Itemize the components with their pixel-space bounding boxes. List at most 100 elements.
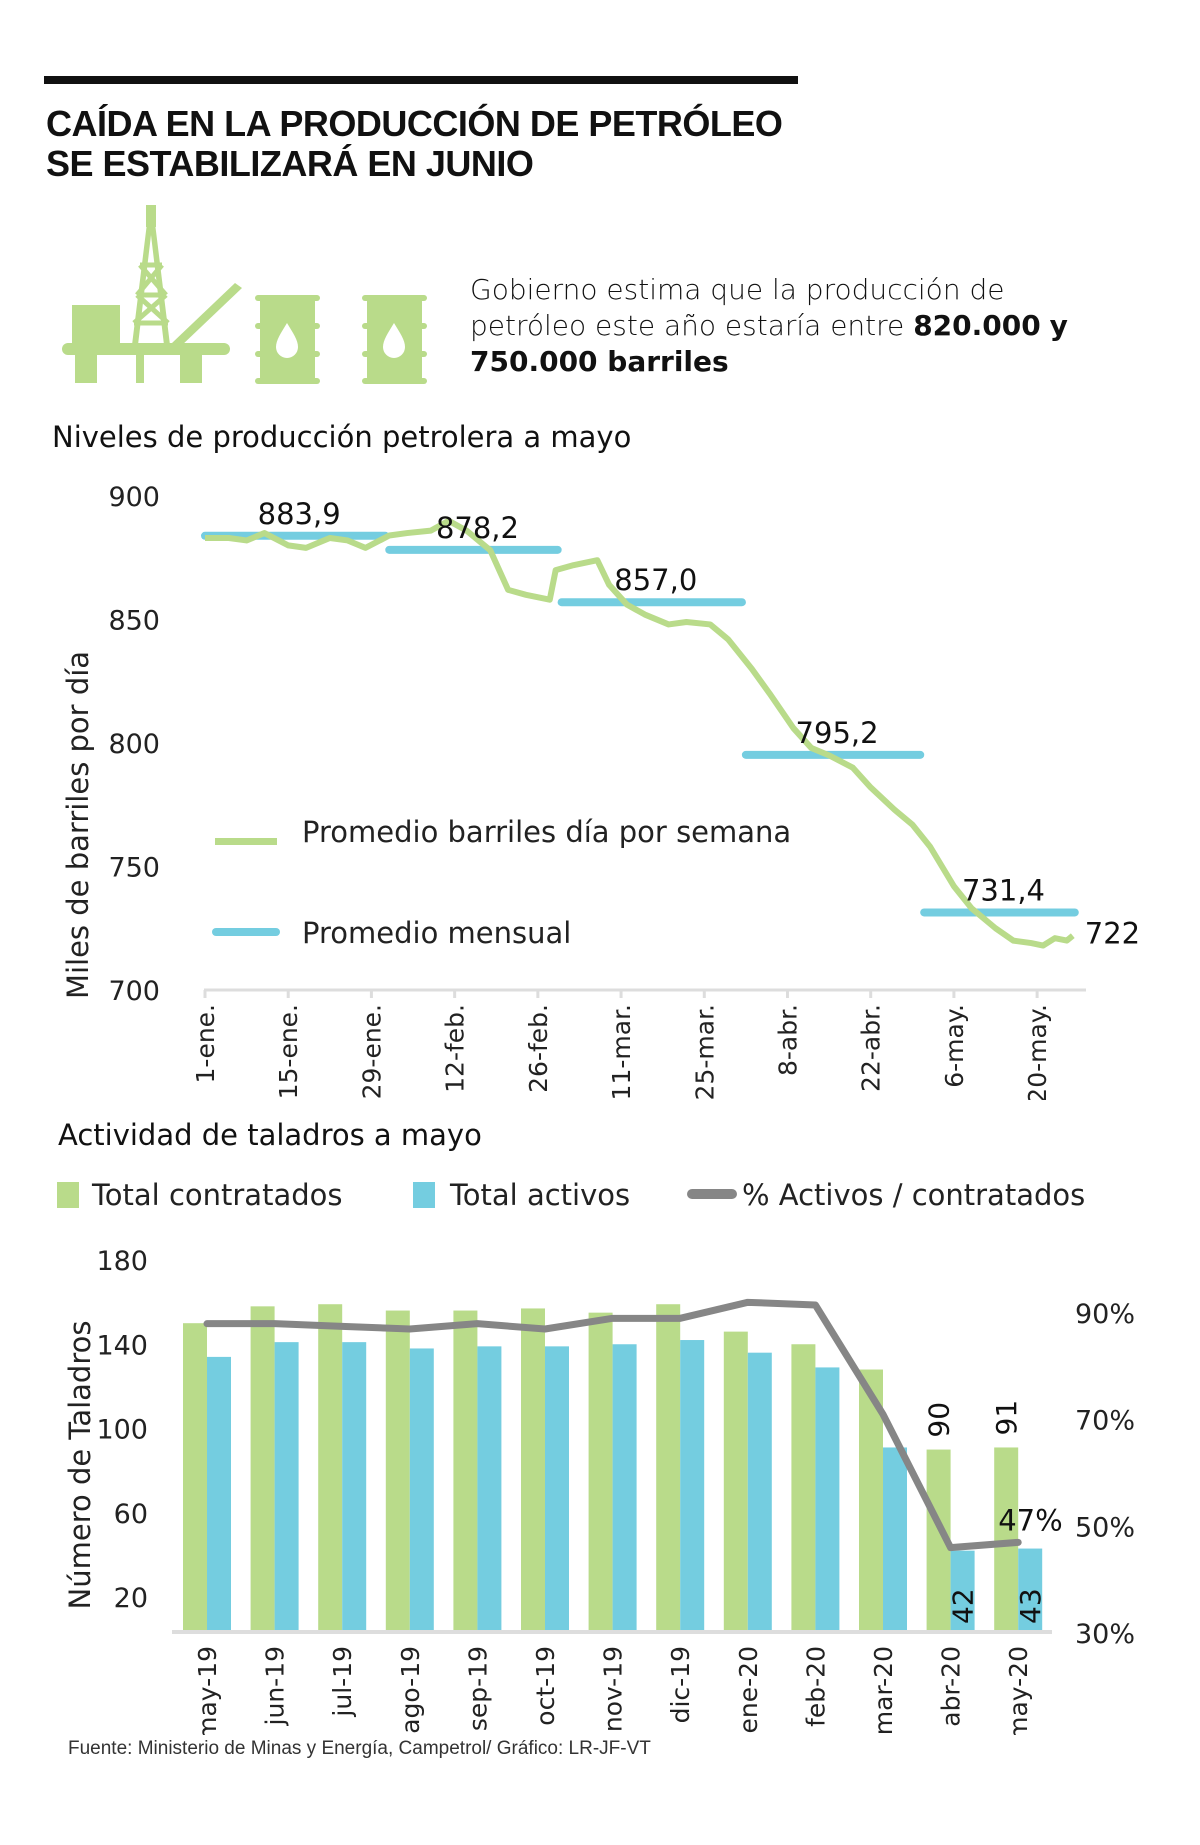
y-tick-label: 850 bbox=[108, 606, 160, 637]
y-tick-label: 700 bbox=[108, 976, 160, 1007]
y-tick-label: 900 bbox=[108, 482, 160, 513]
x-tick-label: jun-19 bbox=[261, 1646, 290, 1726]
header-rule bbox=[44, 76, 798, 84]
last-value-label: 722 bbox=[1085, 917, 1140, 951]
bar-activos bbox=[274, 1342, 299, 1630]
bar-activos bbox=[815, 1367, 840, 1630]
bar-activos bbox=[612, 1344, 637, 1630]
drills-bar-chart: Total contratados Total activos % Activo… bbox=[57, 1178, 1135, 1735]
y-tick-label: 20 bbox=[114, 1583, 148, 1614]
y2-tick-label: 50% bbox=[1075, 1512, 1135, 1543]
bar-activos bbox=[409, 1348, 434, 1630]
production-line-chart: Miles de barriles por día 900 850 800 750 70… bbox=[61, 482, 1140, 1100]
x-tick-label: dic-19 bbox=[666, 1646, 695, 1723]
legend-swatch-weekly bbox=[215, 838, 277, 845]
bar-activos bbox=[342, 1342, 367, 1630]
monthly-average-label: 878,2 bbox=[436, 511, 519, 545]
x-tick-label: 8-abr. bbox=[773, 1004, 802, 1076]
page-title: CAÍDA EN LA PRODUCCIÓN DE PETRÓLEO SE ES… bbox=[46, 104, 783, 184]
x-tick-label: 29-ene. bbox=[357, 1004, 386, 1099]
intro-text-1: Gobierno estima que la producción de pet… bbox=[470, 273, 1005, 342]
weekly-average-line bbox=[205, 517, 1075, 949]
y-axis-label: Número de Taladros bbox=[63, 1321, 97, 1610]
bar-value-label: 90 bbox=[923, 1402, 956, 1438]
bar-contratados bbox=[588, 1312, 613, 1630]
x-tick-label: may-20 bbox=[1004, 1646, 1033, 1735]
y2-tick-label: 90% bbox=[1075, 1299, 1135, 1330]
x-tick-label: 15-ene. bbox=[274, 1004, 303, 1099]
y2-tick-label: 70% bbox=[1075, 1406, 1135, 1437]
line-chart-title: Niveles de producción petrolera a mayo bbox=[52, 420, 632, 454]
legend-swatch-monthly bbox=[212, 928, 280, 936]
x-tick-label: abr-20 bbox=[937, 1646, 966, 1727]
bar-contratados bbox=[453, 1310, 478, 1630]
x-tick-label: oct-19 bbox=[531, 1646, 560, 1726]
monthly-average-label: 731,4 bbox=[962, 873, 1045, 907]
bar-contratados bbox=[656, 1304, 681, 1630]
x-tick-label: 6-may. bbox=[940, 1004, 969, 1088]
bar-contratados bbox=[521, 1308, 545, 1630]
y-tick-label: 140 bbox=[96, 1330, 148, 1361]
x-tick-label: may-19 bbox=[193, 1646, 222, 1735]
intro-bold-2: y 750.000 barriles bbox=[470, 309, 1068, 378]
y-axis-label: Miles de barriles por día bbox=[61, 651, 95, 999]
bar-activos bbox=[950, 1550, 975, 1630]
y-tick-label: 750 bbox=[108, 853, 160, 884]
legend-label-activos: Total activos bbox=[449, 1178, 630, 1212]
legend-label-contratados: Total contratados bbox=[91, 1178, 342, 1212]
illustration bbox=[62, 205, 427, 384]
bar-contratados bbox=[385, 1310, 410, 1630]
legend: Promedio barriles día por semana Promedi… bbox=[212, 815, 791, 950]
bar-activos bbox=[545, 1346, 569, 1630]
x-tick-label: 22-abr. bbox=[857, 1004, 886, 1092]
legend-label-weekly: Promedio barriles día por semana bbox=[302, 815, 791, 849]
x-tick-label: mar-20 bbox=[869, 1646, 898, 1735]
bar-value-label: 43 bbox=[1014, 1588, 1047, 1624]
y-tick-label: 60 bbox=[114, 1499, 148, 1530]
bar-activos bbox=[477, 1346, 502, 1630]
y-tick-label: 100 bbox=[96, 1415, 148, 1446]
intro-text: Gobierno estima que la producción de pet… bbox=[470, 272, 1070, 380]
bar-chart-title: Actividad de taladros a mayo bbox=[58, 1118, 482, 1152]
legend-label-pct: % Activos / contratados bbox=[742, 1178, 1085, 1212]
x-tick-label: ene-20 bbox=[734, 1646, 763, 1733]
x-tick-label: 20-may. bbox=[1023, 1004, 1052, 1100]
legend-swatch-contratados bbox=[57, 1182, 79, 1208]
x-tick-label: feb-20 bbox=[801, 1646, 830, 1727]
x-tick-label: 25-mar. bbox=[690, 1004, 719, 1100]
y-tick-label: 800 bbox=[108, 729, 160, 760]
pct-value-label: 47% bbox=[998, 1503, 1062, 1537]
bar-activos bbox=[1018, 1548, 1043, 1630]
y2-tick-label: 30% bbox=[1075, 1619, 1135, 1650]
bar-activos bbox=[883, 1447, 907, 1630]
y-tick-label: 180 bbox=[96, 1246, 148, 1277]
legend-swatch-activos bbox=[413, 1182, 435, 1208]
x-tick-label: 12-feb. bbox=[441, 1004, 470, 1093]
title-line-2: SE ESTABILIZARÁ EN JUNIO bbox=[46, 143, 534, 184]
bar-value-label: 91 bbox=[990, 1400, 1023, 1436]
pct-active-line bbox=[203, 1298, 1022, 1552]
oil-barrel-icon bbox=[362, 295, 427, 384]
legend-swatch-pct bbox=[687, 1189, 737, 1199]
monthly-average-label: 883,9 bbox=[258, 497, 341, 531]
bar-contratados bbox=[791, 1344, 816, 1630]
monthly-average-label: 795,2 bbox=[796, 716, 879, 750]
bar-contratados bbox=[994, 1447, 1019, 1630]
x-tick-label: 26-feb. bbox=[524, 1004, 553, 1093]
legend: Total contratados Total activos % Activo… bbox=[57, 1178, 1085, 1212]
bar-contratados bbox=[318, 1304, 343, 1630]
x-tick-label: 1-ene. bbox=[191, 1004, 220, 1083]
bar-activos bbox=[747, 1352, 772, 1630]
intro-bold-1: 820.000 bbox=[913, 309, 1041, 342]
intro-text-2 bbox=[1041, 309, 1050, 342]
bar-value-label: 42 bbox=[947, 1588, 980, 1624]
x-tick-label: 11-mar. bbox=[607, 1004, 636, 1100]
x-tick-label: jul-19 bbox=[328, 1646, 357, 1718]
bar-contratados bbox=[183, 1323, 207, 1630]
bar-contratados bbox=[250, 1306, 275, 1630]
x-tick-label: sep-19 bbox=[463, 1646, 492, 1731]
legend-label-monthly: Promedio mensual bbox=[302, 916, 571, 950]
oil-barrel-icon bbox=[255, 295, 320, 384]
bar-activos bbox=[680, 1340, 705, 1630]
oil-platform-icon bbox=[62, 205, 242, 383]
